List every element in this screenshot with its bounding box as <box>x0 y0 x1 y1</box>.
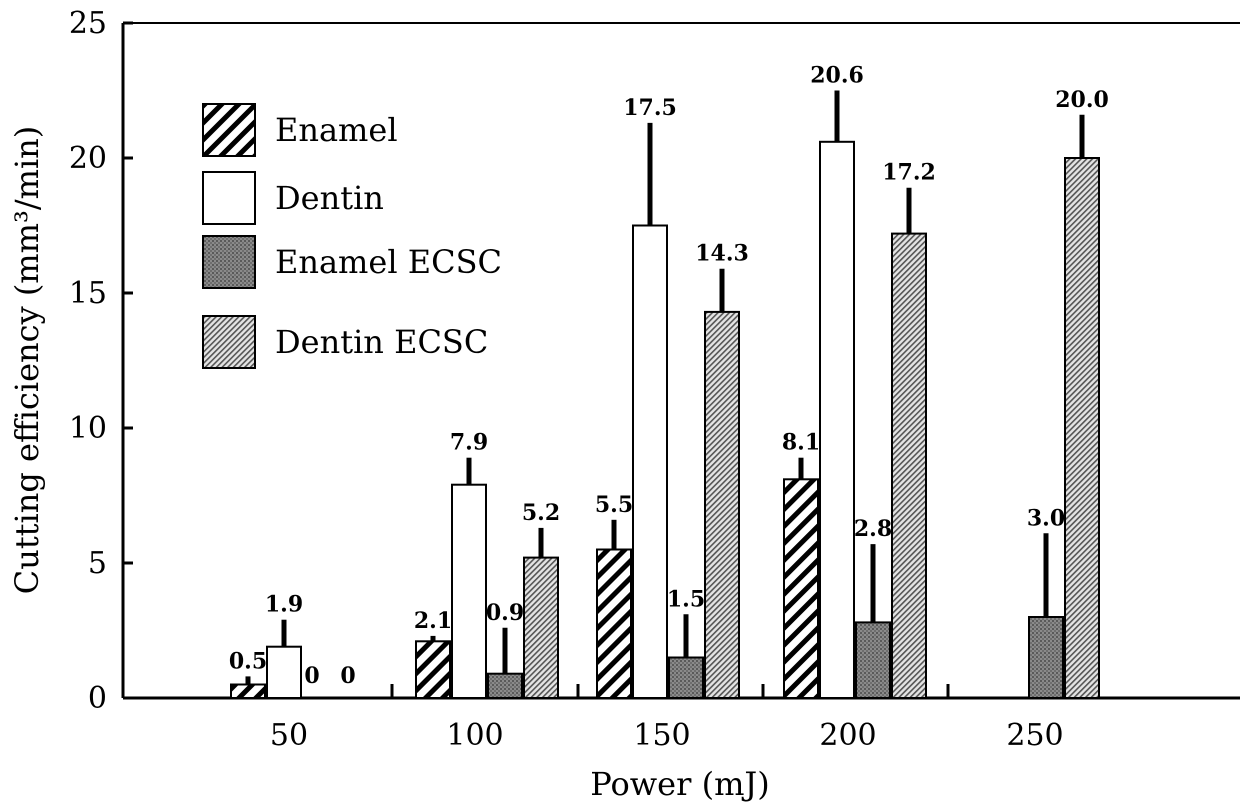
x-tick-label: 250 <box>1006 718 1063 753</box>
bars <box>230 140 1100 700</box>
bar-dentin-ecsc <box>523 556 559 699</box>
legend-label: Enamel <box>275 111 398 149</box>
legend-label: Dentin <box>275 179 384 217</box>
bar-enamel <box>415 640 451 699</box>
data-label: 3.0 <box>1027 505 1065 531</box>
x-tick-label: 50 <box>270 718 308 753</box>
bar-dentin <box>632 224 668 699</box>
bar-enamel <box>230 683 266 699</box>
legend-swatch-dentin-ecsc <box>202 315 256 369</box>
data-label: 5.5 <box>595 492 633 518</box>
y-ticks: 0 5 10 15 20 25 <box>69 6 133 716</box>
data-label: 14.3 <box>695 241 749 267</box>
data-label: 2.1 <box>414 608 452 634</box>
y-tick-label: 10 <box>69 411 107 446</box>
legend-swatch-enamel-ecsc <box>202 235 256 289</box>
x-tick-label: 200 <box>819 718 876 753</box>
data-label: 17.2 <box>882 160 936 186</box>
legend-label: Enamel ECSC <box>275 243 502 281</box>
x-tick-label: 100 <box>446 718 503 753</box>
y-axis-title: Cutting efficiency (mm³/min) <box>8 126 46 595</box>
bar-dentin-ecsc <box>1064 157 1100 699</box>
data-label: 20.6 <box>810 63 864 89</box>
legend-swatch-dentin <box>202 171 256 225</box>
y-tick-label: 15 <box>69 276 107 311</box>
bar-enamel-ecsc <box>668 656 704 699</box>
data-label: 0.5 <box>229 648 267 674</box>
data-label: 20.0 <box>1055 87 1109 113</box>
bar-enamel <box>596 548 632 699</box>
x-ticks: 50 100 150 200 250 <box>270 684 1064 753</box>
legend-swatch-enamel <box>202 103 256 157</box>
y-tick-label: 0 <box>88 681 107 716</box>
data-label: 0 <box>304 663 319 689</box>
data-label: 5.2 <box>522 500 560 526</box>
error-bars <box>245 90 1085 685</box>
bar-dentin <box>819 140 855 700</box>
data-label: 2.8 <box>854 516 892 542</box>
bar-enamel-ecsc <box>1028 616 1064 699</box>
bar-dentin <box>266 645 302 700</box>
y-tick-label: 5 <box>88 546 107 581</box>
x-tick-label: 150 <box>633 718 690 753</box>
y-tick-label: 25 <box>69 6 107 41</box>
data-label: 17.5 <box>623 95 677 121</box>
data-label: 1.9 <box>265 592 303 618</box>
bar-enamel-ecsc <box>487 672 523 700</box>
bar-enamel-ecsc <box>855 621 891 700</box>
legend-label: Dentin ECSC <box>275 323 488 361</box>
bar-enamel <box>783 478 819 699</box>
bar-dentin-ecsc <box>891 232 927 699</box>
bar-dentin-ecsc <box>704 310 740 699</box>
data-label: 0.9 <box>486 600 524 626</box>
legend: Enamel Dentin Enamel ECSC Dentin ECSC <box>202 103 502 369</box>
y-tick-label: 20 <box>69 141 107 176</box>
bar-dentin <box>451 483 487 700</box>
x-axis-title: Power (mJ) <box>590 765 769 803</box>
data-label: 0 <box>340 663 355 689</box>
data-label: 8.1 <box>782 430 820 456</box>
data-labels: 0.5 1.9 0 0 2.1 7.9 0.9 5.2 5.5 17.5 1.5 14.3 8.1 20.… <box>229 63 1109 690</box>
data-label: 7.9 <box>450 430 488 456</box>
data-label: 1.5 <box>667 586 705 612</box>
